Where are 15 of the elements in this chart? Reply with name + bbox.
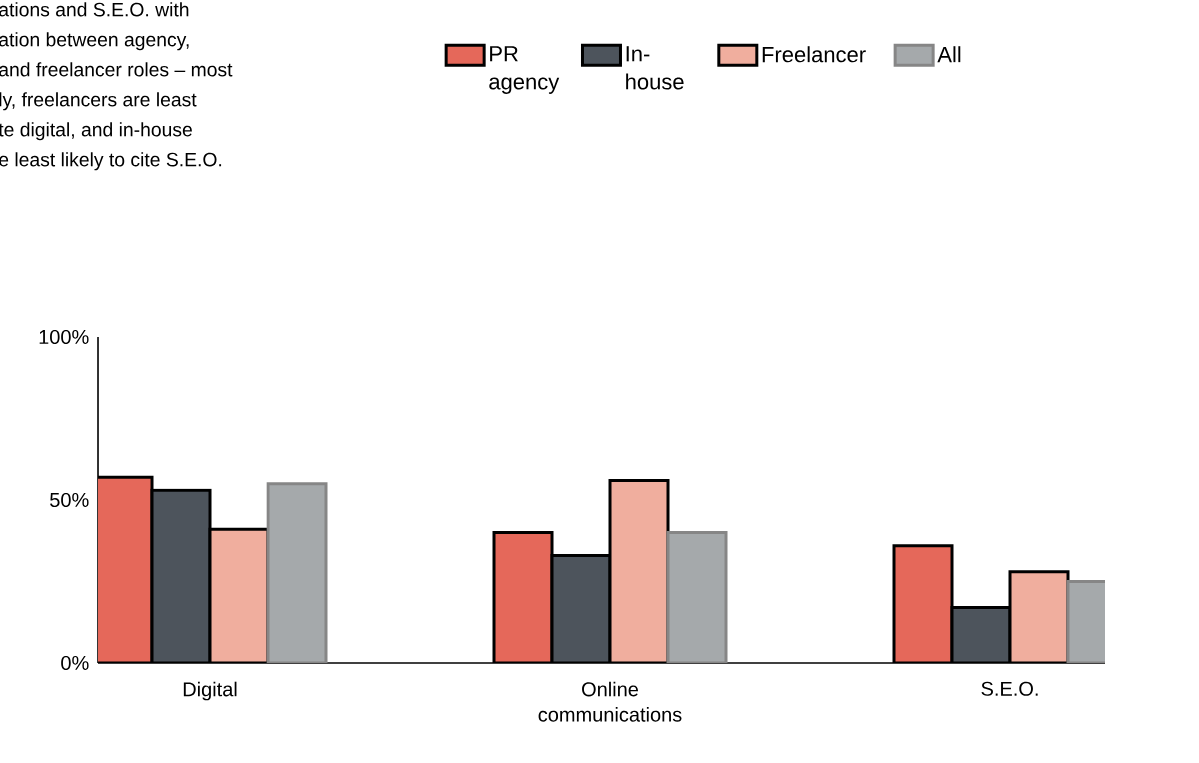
legend-label: All bbox=[937, 46, 961, 63]
text: ations and S.E.O. with bbox=[0, 2, 189, 17]
text: e least likely to cite S.E.O. bbox=[0, 152, 222, 171]
y-tick-label: 50% bbox=[50, 492, 89, 508]
text: ation between agency, bbox=[0, 32, 189, 51]
x-tick-label: Online communications bbox=[538, 681, 682, 722]
x-tick-label: S.E.O. bbox=[981, 681, 1038, 696]
legend-label: In-house bbox=[626, 46, 684, 90]
x-tick-label: Digital bbox=[183, 681, 237, 701]
text: and freelancer roles – most bbox=[0, 62, 233, 77]
legend-label: PR agency bbox=[489, 46, 560, 94]
legend-label: Freelancer bbox=[762, 46, 866, 63]
text: ly, freelancers are least bbox=[0, 92, 197, 111]
y-tick-label: 100% bbox=[39, 329, 89, 345]
y-tick-label: 0% bbox=[61, 655, 89, 671]
